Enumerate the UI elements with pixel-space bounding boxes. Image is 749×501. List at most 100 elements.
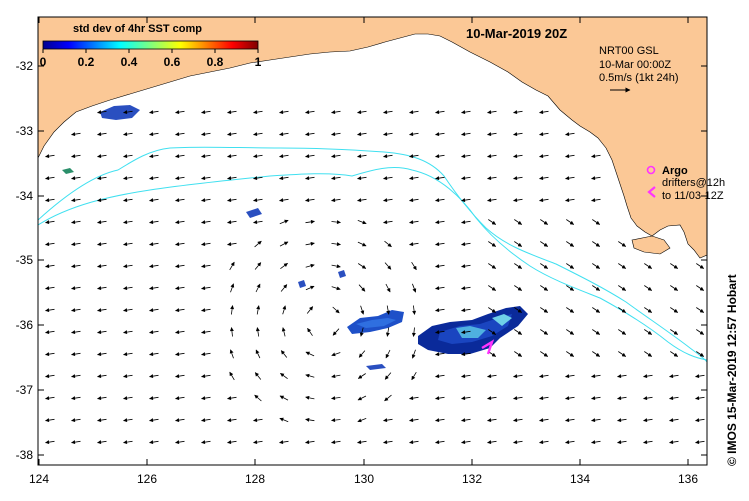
current-vector-arrow-icon <box>643 374 653 379</box>
current-vector-arrow-icon <box>357 110 367 115</box>
current-vector-arrow-icon <box>97 308 107 313</box>
current-vector-arrow-icon <box>253 132 263 137</box>
current-vector-arrow-icon <box>97 220 107 225</box>
current-vector-arrow-icon <box>461 440 471 445</box>
drifter-track-sst-icon <box>481 339 495 355</box>
colorbar-gradient <box>42 40 259 50</box>
current-vector-arrow-icon <box>461 220 471 225</box>
current-vector-arrow-icon <box>591 374 601 379</box>
current-vector-arrow-icon <box>487 198 497 203</box>
current-vector-arrow-icon <box>227 440 237 445</box>
current-vector-arrow-icon <box>383 154 393 159</box>
current-vector-arrow-icon <box>513 374 523 379</box>
current-vector-arrow-icon <box>409 176 419 181</box>
current-vector-arrow-icon <box>385 327 390 337</box>
current-vector-arrow-icon <box>175 132 185 137</box>
current-vector-arrow-icon <box>359 327 364 337</box>
current-vector-arrow-icon <box>149 110 159 115</box>
current-vector-arrow-icon <box>175 220 185 225</box>
current-vector-arrow-icon <box>488 329 497 335</box>
current-vector-arrow-icon <box>384 240 392 248</box>
current-vector-arrow-icon <box>357 440 367 445</box>
current-vector-arrow-icon <box>539 132 549 137</box>
current-vector-arrow-icon <box>331 198 341 203</box>
current-vector-arrow-icon <box>670 285 679 291</box>
current-vector-arrow-icon <box>123 176 133 181</box>
current-vector-arrow-icon <box>227 176 237 181</box>
current-vector-arrow-icon <box>305 110 315 115</box>
current-vector-arrow-icon <box>435 154 445 159</box>
current-vector-arrow-icon <box>175 176 185 181</box>
current-vector-arrow-icon <box>514 263 523 269</box>
x-tick-label: 134 <box>570 472 590 486</box>
current-vector-arrow-icon <box>565 132 575 137</box>
current-vector-arrow-icon <box>175 110 185 115</box>
current-vector-arrow-icon <box>383 440 393 445</box>
current-vector-arrow-icon <box>280 284 288 292</box>
current-vector-arrow-icon <box>669 418 679 423</box>
current-vector-arrow-icon <box>461 154 471 159</box>
current-vector-arrow-icon <box>513 396 523 401</box>
current-vector-arrow-icon <box>45 352 55 357</box>
current-vector-arrow-icon <box>253 198 263 203</box>
argo-marker-icon <box>646 165 656 175</box>
current-vector-arrow-icon <box>461 110 471 115</box>
current-vector-arrow-icon <box>696 285 705 291</box>
current-vector-arrow-icon <box>253 154 263 159</box>
current-vector-arrow-icon <box>230 283 235 293</box>
current-vector-arrow-icon <box>331 110 341 115</box>
current-vector-arrow-icon <box>45 242 55 247</box>
current-vector-arrow-icon <box>45 220 55 225</box>
current-vector-arrow-icon <box>331 352 341 357</box>
current-vector-arrow-icon <box>279 154 289 159</box>
current-vector-arrow-icon <box>279 198 289 203</box>
current-vector-arrow-icon <box>565 154 575 159</box>
current-vector-arrow-icon <box>513 132 523 137</box>
current-vector-arrow-icon <box>227 132 237 137</box>
current-vector-arrow-icon <box>540 307 549 313</box>
current-vector-arrow-icon <box>201 374 211 379</box>
current-vector-arrow-icon <box>279 241 289 247</box>
current-vector-arrow-icon <box>618 285 627 291</box>
current-vector-arrow-icon <box>97 198 107 203</box>
colorbar-tick-label: 1 <box>255 55 262 69</box>
current-vector-arrow-icon <box>591 440 601 445</box>
current-vector-arrow-icon <box>149 220 159 225</box>
current-vector-arrow-icon <box>617 440 627 445</box>
current-vector-arrow-icon <box>45 330 55 335</box>
current-vector-arrow-icon <box>256 305 261 315</box>
current-vector-arrow-icon <box>592 329 601 335</box>
current-vector-arrow-icon <box>175 418 185 423</box>
current-vector-arrow-icon <box>411 261 417 271</box>
current-vector-arrow-icon <box>280 372 288 380</box>
colorbar-tick-label: 0.8 <box>207 55 224 69</box>
current-vector-arrow-icon <box>409 242 419 247</box>
current-vector-arrow-icon <box>253 176 263 181</box>
current-vector-arrow-icon <box>305 176 315 181</box>
current-vector-arrow-icon <box>149 198 159 203</box>
current-vector-arrow-icon <box>357 154 367 159</box>
current-vector-arrow-icon <box>435 286 445 291</box>
current-vector-arrow-icon <box>461 286 471 291</box>
current-vector-arrow-icon <box>357 418 367 423</box>
current-vector-arrow-icon <box>279 176 289 181</box>
current-vector-arrow-icon <box>435 352 445 357</box>
current-vector-arrow-icon <box>305 395 315 400</box>
current-vector-arrow-icon <box>201 176 211 181</box>
current-vector-arrow-icon <box>201 132 211 137</box>
current-vector-arrow-icon <box>305 351 315 357</box>
current-vector-arrow-icon <box>384 372 392 380</box>
drifters-label-line2: to 11/03-12Z <box>662 190 724 202</box>
current-vector-arrow-icon <box>357 198 367 203</box>
current-vector-arrow-icon <box>385 283 391 293</box>
current-vector-arrow-icon <box>305 417 315 422</box>
current-vector-arrow-icon <box>45 286 55 291</box>
current-vector-arrow-icon <box>149 396 159 401</box>
current-vector-arrow-icon <box>385 349 391 359</box>
current-vector-arrow-icon <box>461 198 471 203</box>
current-vector-arrow-icon <box>514 241 523 247</box>
current-vector-arrow-icon <box>383 132 393 137</box>
current-vector-arrow-icon <box>97 264 107 269</box>
current-vector-arrow-icon <box>45 418 55 423</box>
current-vector-arrow-icon <box>305 263 315 268</box>
